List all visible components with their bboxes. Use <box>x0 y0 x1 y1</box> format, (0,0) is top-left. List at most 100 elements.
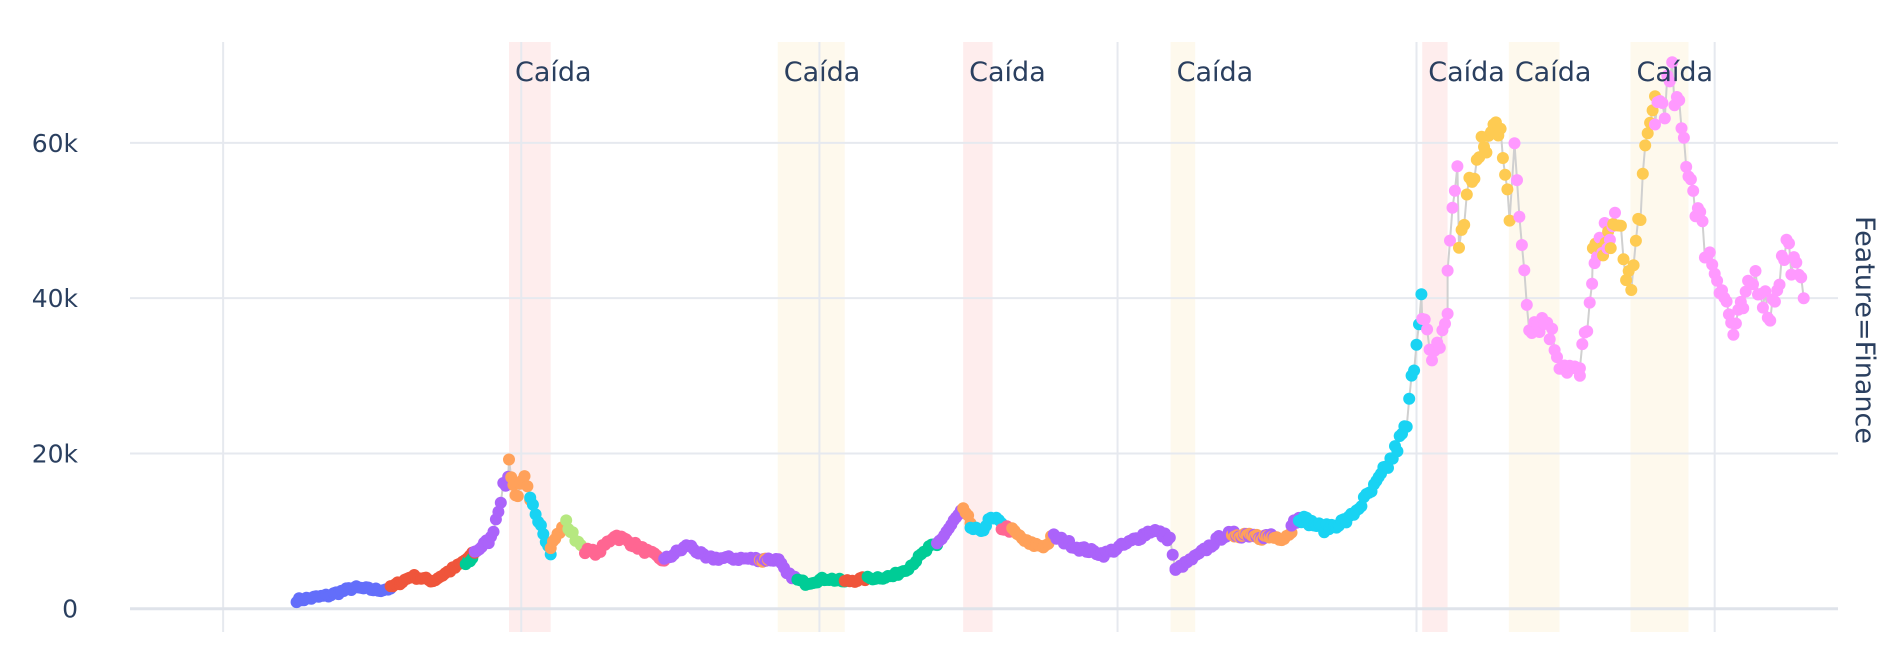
price-point <box>1494 122 1507 135</box>
price-point <box>1410 338 1423 351</box>
price-point <box>518 470 531 483</box>
price-point <box>1797 292 1810 305</box>
y-tick-label: 60k <box>32 129 79 158</box>
price-point <box>1675 122 1688 135</box>
price-point <box>1790 256 1803 269</box>
price-point <box>1501 183 1514 196</box>
price-point <box>1551 351 1563 364</box>
price-point <box>487 525 500 538</box>
crash-annotation: Caída <box>1515 57 1592 88</box>
price-point <box>494 496 507 509</box>
price-point <box>1673 94 1686 107</box>
price-point <box>1480 146 1493 159</box>
price-point <box>1460 188 1473 201</box>
price-point <box>1634 214 1647 226</box>
price-point <box>1415 288 1428 301</box>
price-point <box>1163 531 1176 544</box>
crash-band <box>1422 42 1448 632</box>
y-tick-label: 0 <box>62 595 78 624</box>
price-point <box>492 505 505 518</box>
price-point <box>1756 301 1769 314</box>
price-point <box>1694 205 1707 218</box>
price-point <box>1703 246 1716 259</box>
price-point <box>1166 548 1179 561</box>
price-point <box>1629 234 1642 247</box>
price-point <box>1496 152 1509 164</box>
crash-annotation: Caída <box>515 57 592 88</box>
price-point <box>1355 500 1368 513</box>
price-point <box>1518 264 1531 277</box>
price-point <box>1764 314 1777 327</box>
price-point <box>1636 167 1649 180</box>
crash-annotation: Caída <box>969 57 1046 88</box>
crash-band <box>963 42 993 632</box>
price-point <box>1382 461 1394 474</box>
price-point <box>1649 118 1661 131</box>
price-point <box>1783 237 1795 250</box>
crash-annotation: Caída <box>1177 57 1254 88</box>
price-point <box>1609 206 1621 219</box>
price-point <box>1749 265 1762 277</box>
price-point <box>1576 338 1589 351</box>
y-tick-label: 20k <box>32 439 79 468</box>
price-point <box>1441 307 1454 320</box>
price-point <box>1444 234 1456 247</box>
price-point <box>1680 160 1693 173</box>
price-point <box>1663 75 1676 88</box>
price-point <box>1737 302 1750 315</box>
price-point <box>1573 362 1586 375</box>
price-point <box>1768 295 1781 308</box>
price-point <box>503 453 515 466</box>
price-point <box>1391 445 1404 458</box>
y-axis: 0 20k 40k 60k <box>32 129 79 624</box>
price-point <box>1520 298 1533 311</box>
price-point <box>1426 354 1438 367</box>
price-point <box>1468 172 1481 185</box>
price-point <box>1727 328 1740 341</box>
price-point <box>1656 97 1669 109</box>
price-point <box>1625 284 1638 296</box>
price-point <box>1446 201 1459 214</box>
price-point <box>511 490 524 503</box>
price-point <box>1687 184 1700 197</box>
crash-annotation: Caída <box>1637 57 1714 88</box>
price-point <box>1706 258 1719 271</box>
price-points <box>290 56 1810 609</box>
price-point <box>1421 323 1434 336</box>
price-point <box>1639 139 1652 152</box>
price-point <box>1627 259 1640 272</box>
price-point <box>1433 341 1446 354</box>
price-point <box>1458 218 1471 231</box>
price-point <box>1617 253 1630 266</box>
price-point <box>1747 278 1759 291</box>
price-point <box>1511 174 1523 187</box>
price-point <box>1778 254 1791 266</box>
price-point <box>1677 131 1690 144</box>
price-point <box>1614 219 1627 232</box>
price-point <box>1711 274 1724 287</box>
price-point <box>1508 137 1521 150</box>
price-point <box>1581 325 1594 338</box>
price-point <box>1418 313 1431 326</box>
price-point <box>1439 317 1451 330</box>
facet-label: Feature=Finance <box>1849 216 1880 444</box>
crash-annotation: Caída <box>1428 57 1505 88</box>
price-point <box>526 498 539 511</box>
price-point <box>1720 295 1733 308</box>
price-point <box>1499 168 1512 181</box>
price-point <box>1586 277 1599 290</box>
price-point <box>1403 392 1416 405</box>
price-point <box>1453 241 1465 254</box>
price-point <box>521 480 534 493</box>
price-point <box>1583 296 1596 309</box>
price-point <box>1641 127 1654 140</box>
price-point <box>1773 278 1786 291</box>
price-point <box>1546 322 1559 335</box>
price-point <box>1543 333 1556 346</box>
price-point <box>1604 242 1617 255</box>
price-point <box>1684 173 1697 186</box>
crash-band <box>777 42 845 632</box>
price-point <box>1696 215 1709 228</box>
price-point <box>1513 210 1526 223</box>
